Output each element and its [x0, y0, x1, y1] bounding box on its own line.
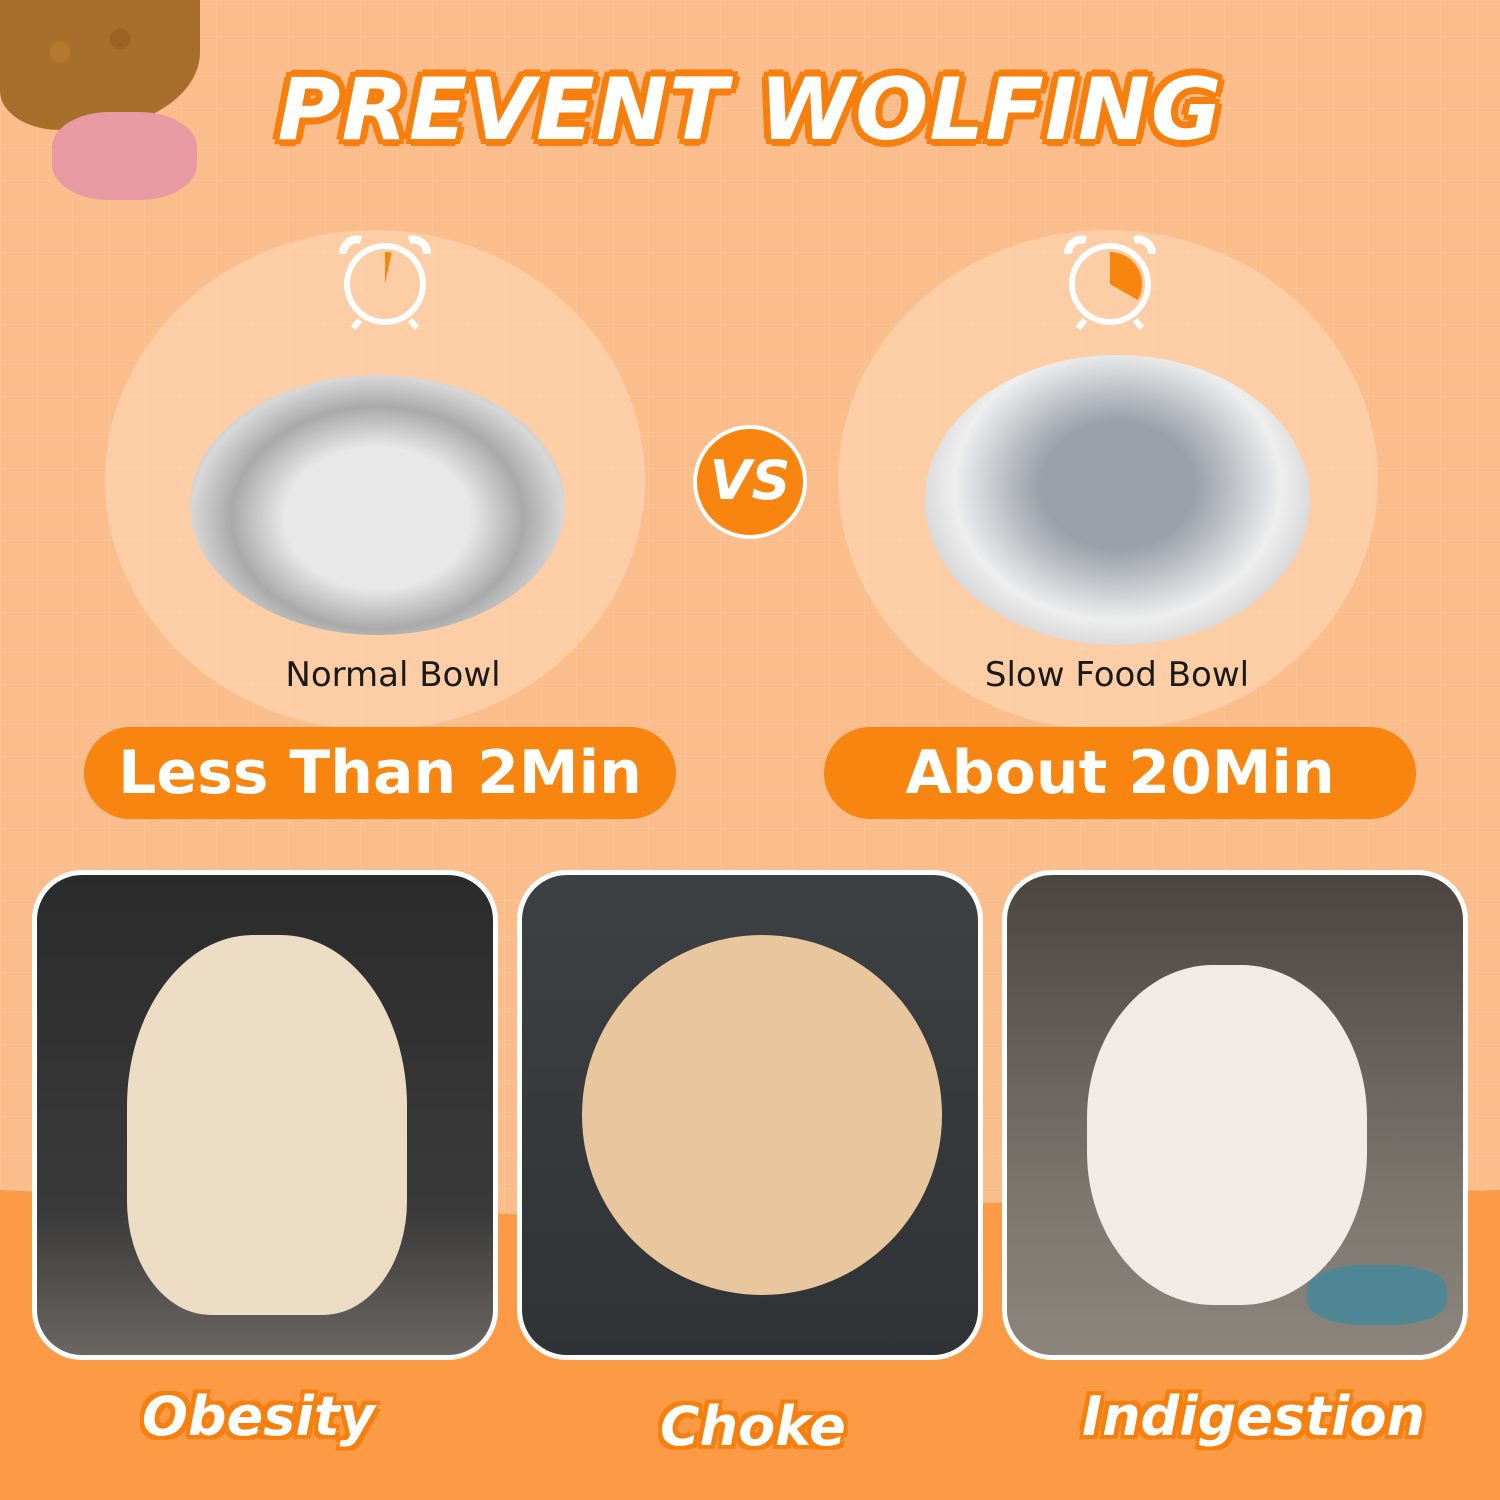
caption-obesity: Obesity	[142, 1385, 375, 1448]
caption-indigestion: Indigestion	[1082, 1385, 1425, 1448]
meat-image	[52, 112, 197, 200]
overweight-dog-photo	[32, 870, 498, 1360]
normal-time-pill: Less Than 2Min	[84, 727, 676, 819]
slow-food-bowl-image	[925, 355, 1310, 645]
normal-bowl-image	[190, 375, 565, 635]
alarm-clock-icon	[339, 235, 431, 330]
page-title: PREVENT WOLFING	[277, 60, 1223, 160]
slow-time-pill: About 20Min	[824, 727, 1416, 819]
sick-dog-photo	[1002, 870, 1468, 1360]
alarm-clock-icon	[1064, 235, 1156, 330]
caption-choke: Choke	[660, 1395, 846, 1458]
normal-bowl-label: Normal Bowl	[285, 655, 501, 695]
slow-bowl-label: Slow Food Bowl	[984, 655, 1250, 695]
choking-dog-photo	[517, 870, 983, 1360]
vs-badge: VS	[693, 425, 807, 539]
